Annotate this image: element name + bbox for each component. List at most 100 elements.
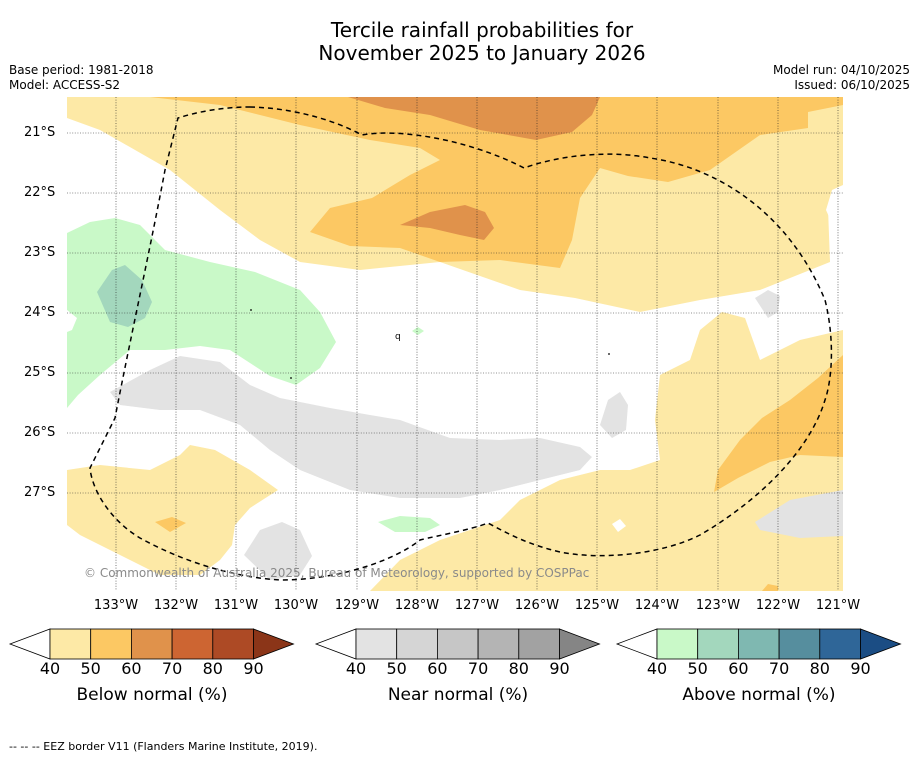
colorbar-tick-label: 40 bbox=[345, 659, 367, 678]
dot-mark-2 bbox=[608, 353, 610, 355]
near-normal-spot-south bbox=[244, 522, 312, 580]
colorbar-strip bbox=[8, 628, 902, 660]
colorbar-extend-high bbox=[559, 628, 601, 660]
lat-label: 24°S bbox=[24, 305, 56, 320]
probability-field bbox=[67, 97, 843, 591]
lon-label: 132°W bbox=[153, 598, 199, 613]
colorbar-tick-label: 50 bbox=[687, 659, 708, 678]
colorbar-tick-label: 40 bbox=[646, 659, 668, 678]
colorbar-segment bbox=[90, 628, 132, 660]
colorbar-tick-label: 50 bbox=[80, 659, 101, 678]
gridlines bbox=[67, 97, 843, 591]
colorbar-extend-low bbox=[8, 628, 51, 660]
colorbar-tick-label: 90 bbox=[850, 659, 871, 678]
below-60-north-region bbox=[150, 97, 843, 268]
below-50-southwest-region bbox=[67, 445, 278, 575]
colorbar-tick-label: 70 bbox=[467, 659, 489, 678]
colorbar-extend-high bbox=[253, 628, 295, 660]
above-normal-title: Above normal (%) bbox=[682, 685, 836, 705]
lon-label: 131°W bbox=[213, 598, 259, 613]
near-normal-title: Near normal (%) bbox=[387, 685, 529, 705]
white-gap-east bbox=[826, 185, 843, 232]
near-normal-spot-center bbox=[600, 392, 628, 438]
colorbar-segment bbox=[49, 628, 92, 660]
colorbar-extend-low bbox=[615, 628, 658, 660]
lon-label: 130°W bbox=[273, 598, 319, 613]
colorbar-tick-label: 40 bbox=[39, 659, 61, 678]
lon-label: 126°W bbox=[514, 598, 560, 613]
colorbar-segment bbox=[130, 628, 173, 660]
lat-label: 25°S bbox=[24, 365, 56, 380]
near-normal-spot-southeast bbox=[755, 490, 843, 538]
lat-label: 26°S bbox=[24, 425, 56, 440]
colorbar-tick-label: 80 bbox=[508, 659, 529, 678]
colorbar-extend-low bbox=[314, 628, 357, 660]
model-run: Model run: 04/10/2025 bbox=[772, 63, 910, 77]
title-line-1: Tercile rainfall probabilities for bbox=[330, 18, 634, 42]
lat-label: 27°S bbox=[24, 485, 56, 500]
colorbar-segment bbox=[738, 628, 780, 660]
lon-label: 127°W bbox=[454, 598, 500, 613]
colorbar-tick-label: 60 bbox=[728, 659, 749, 678]
stray-glyph: q bbox=[395, 332, 401, 342]
colorbar-tick-label: 60 bbox=[427, 659, 448, 678]
colorbar-segment bbox=[697, 628, 739, 660]
colorbar-segment bbox=[477, 628, 520, 660]
chart-title: Tercile rainfall probabilities for Novem… bbox=[0, 19, 919, 65]
colorbar-segment bbox=[778, 628, 821, 660]
lon-label: 123°W bbox=[695, 598, 741, 613]
colorbar-tick-label: 80 bbox=[202, 659, 223, 678]
dot-mark-1 bbox=[250, 309, 252, 311]
lon-label: 121°W bbox=[815, 598, 861, 613]
below-60-east-region bbox=[714, 355, 843, 492]
white-gap-spot bbox=[612, 519, 626, 532]
near-normal-band bbox=[110, 356, 592, 498]
colorbar-tick-label: 90 bbox=[549, 659, 570, 678]
base-period: Base period: 1981-2018 bbox=[9, 63, 154, 77]
colorbar-tick-label: 50 bbox=[386, 659, 407, 678]
below-50-east-region bbox=[370, 312, 843, 591]
white-gap-west bbox=[67, 310, 77, 332]
below-70-center-core bbox=[400, 205, 494, 240]
colorbar-extend-high bbox=[860, 628, 902, 660]
colorbar-segment bbox=[436, 628, 479, 660]
lon-label: 125°W bbox=[574, 598, 620, 613]
colorbar-tick-label: 60 bbox=[121, 659, 142, 678]
eez-legend-note: -- -- -- EEZ border V11 (Flanders Marine… bbox=[9, 740, 318, 753]
map-canvas: q © Commonwealth of Australia 2025, Bure… bbox=[67, 97, 843, 591]
lon-label: 128°W bbox=[394, 598, 440, 613]
dot-mark-3 bbox=[290, 377, 292, 379]
above-50-spot-center bbox=[412, 327, 424, 335]
eez-border-line bbox=[89, 106, 833, 581]
copyright-credit: © Commonwealth of Australia 2025, Bureau… bbox=[84, 566, 589, 580]
lat-label: 23°S bbox=[24, 245, 56, 260]
colorbar-segment bbox=[212, 628, 254, 660]
lon-label: 124°W bbox=[634, 598, 680, 613]
model-name: Model: ACCESS-S2 bbox=[9, 78, 121, 92]
colorbar-tick-label: 70 bbox=[768, 659, 790, 678]
above-60-west-core bbox=[97, 265, 152, 327]
colorbar-segment bbox=[171, 628, 214, 660]
lat-label: 21°S bbox=[24, 125, 56, 140]
colorbar-segment bbox=[355, 628, 398, 660]
lon-label: 133°W bbox=[93, 598, 139, 613]
lat-label: 22°S bbox=[24, 185, 56, 200]
meta-left: Base period: 1981-2018 Model: ACCESS-S2 bbox=[9, 63, 154, 93]
colorbar-tick-label: 70 bbox=[161, 659, 183, 678]
below-normal-title: Below normal (%) bbox=[76, 685, 228, 705]
lon-label: 122°W bbox=[755, 598, 801, 613]
issued-date: Issued: 06/10/2025 bbox=[794, 78, 910, 92]
colorbar-segment bbox=[518, 628, 560, 660]
title-line-2: November 2025 to January 2026 bbox=[318, 41, 646, 65]
colorbar-tick-label: 90 bbox=[243, 659, 264, 678]
above-50-west-region bbox=[67, 218, 336, 408]
near-normal-spot-east bbox=[755, 290, 780, 318]
colorbar-segment bbox=[819, 628, 861, 660]
colorbar-tick-label: 80 bbox=[809, 659, 830, 678]
colorbar-segment bbox=[656, 628, 699, 660]
meta-right: Model run: 04/10/2025 Issued: 06/10/2025 bbox=[773, 63, 910, 93]
below-60-south-spot bbox=[762, 584, 778, 591]
colorbar-segment bbox=[396, 628, 438, 660]
above-50-spot-south bbox=[378, 516, 440, 532]
below-60-southwest-spot bbox=[155, 517, 186, 532]
